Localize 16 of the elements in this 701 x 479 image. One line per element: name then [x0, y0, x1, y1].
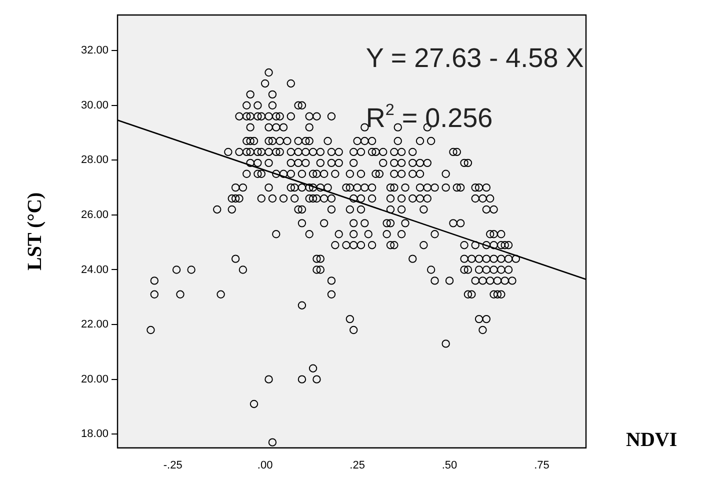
- x-tick-label: .00: [257, 459, 273, 472]
- y-tick-label: 26.00: [80, 208, 109, 221]
- x-tick-label: -.25: [163, 459, 182, 472]
- x-tick-label: .50: [442, 459, 458, 472]
- annotation: Y = 27.63 - 4.58 X: [366, 43, 584, 73]
- y-tick-label: 28.00: [80, 154, 109, 166]
- x-tick-label: .75: [534, 459, 550, 472]
- y-tick-label: 30.00: [80, 99, 109, 112]
- y-tick-label: 32.00: [80, 44, 109, 57]
- x-tick-label: .25: [350, 459, 365, 472]
- y-tick-label: 18.00: [80, 428, 109, 440]
- y-axis-title: LST (°C): [24, 192, 46, 270]
- y-tick-label: 20.00: [80, 373, 109, 386]
- y-tick-label: 24.00: [80, 264, 109, 276]
- y-tick-label: 22.00: [80, 318, 109, 331]
- x-axis-title: NDVI: [626, 428, 678, 451]
